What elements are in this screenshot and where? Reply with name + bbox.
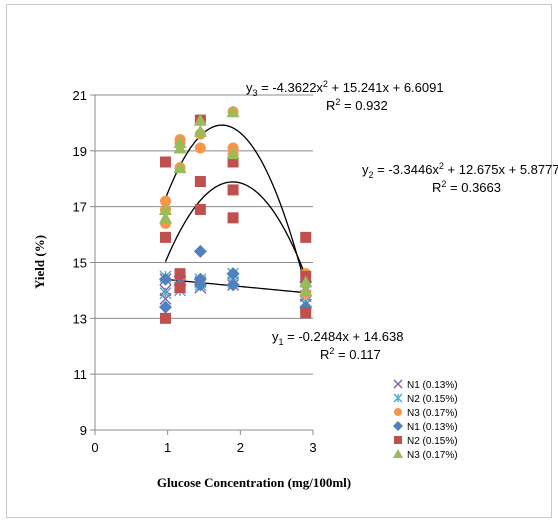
data-points bbox=[158, 105, 313, 324]
point-s3-1 bbox=[158, 300, 172, 314]
point-s3-0 bbox=[158, 272, 172, 286]
legend-marker-5 bbox=[393, 449, 403, 458]
point-s5-1 bbox=[158, 211, 172, 224]
x-tick-label-3: 3 bbox=[309, 440, 316, 455]
point-s4-2 bbox=[159, 312, 171, 324]
point-s5-0 bbox=[158, 202, 172, 215]
point-s4-1 bbox=[159, 231, 171, 243]
svg-text:y3 = -4.3622x2 + 15.241x + 6.6: y3 = -4.3622x2 + 15.241x + 6.6091 bbox=[246, 79, 444, 98]
point-s0-2 bbox=[159, 292, 172, 305]
point-s3-6 bbox=[193, 278, 207, 292]
chart-frame bbox=[6, 4, 552, 518]
legend-label-4: N2 (0.15%) bbox=[407, 436, 458, 447]
point-s3-7 bbox=[226, 267, 240, 281]
point-s4-11 bbox=[300, 231, 312, 243]
point-s5-4 bbox=[173, 161, 187, 174]
tick-labels: 9 11 13 15 17 19 21 0 1 2 3 bbox=[73, 88, 317, 455]
point-s4-8 bbox=[227, 156, 239, 168]
y-tick-label-4: 17 bbox=[73, 200, 87, 215]
point-s5-9 bbox=[299, 275, 313, 288]
legend-label-0: N1 (0.13%) bbox=[407, 380, 458, 391]
point-s4-10 bbox=[227, 212, 239, 224]
point-s4-3 bbox=[174, 268, 186, 280]
y-tick-label-0: 9 bbox=[80, 423, 87, 438]
equation-y3: y3 = -4.3622x2 + 15.241x + 6.6091 R2 = 0… bbox=[246, 79, 444, 113]
x-axis-title: Glucose Concentration (mg/100ml) bbox=[157, 475, 351, 490]
svg-text:y1 = -0.2484x + 14.638: y1 = -0.2484x + 14.638 bbox=[272, 329, 404, 347]
legend-label-3: N1 (0.13%) bbox=[407, 422, 458, 433]
point-s3-8 bbox=[226, 278, 240, 292]
equation-y2: y2 = -3.3446x2 + 12.675x + 5.8777 R2 = 0… bbox=[362, 161, 558, 195]
svg-text:R2 = 0.3663: R2 = 0.3663 bbox=[432, 179, 501, 195]
trendline-1 bbox=[164, 181, 307, 277]
y-axis-title: Yield (%) bbox=[32, 235, 47, 289]
axes bbox=[90, 94, 314, 435]
point-s5-10 bbox=[299, 283, 313, 296]
legend-marker-2 bbox=[394, 408, 402, 416]
y-tick-label-1: 11 bbox=[74, 367, 88, 382]
point-s5-8 bbox=[226, 147, 240, 160]
point-s4-9 bbox=[227, 184, 239, 196]
legend-label-5: N3 (0.17%) bbox=[407, 450, 458, 461]
y-tick-label-2: 13 bbox=[73, 311, 87, 326]
point-s2-0 bbox=[159, 195, 171, 207]
point-s4-0 bbox=[159, 156, 171, 168]
point-s3-4 bbox=[193, 244, 207, 258]
legend: N1 (0.13%) N2 (0.15%) N3 (0.17%) N1 (0.13%)… bbox=[393, 379, 458, 461]
y-tick-label-5: 19 bbox=[73, 144, 87, 159]
point-s4-13 bbox=[300, 307, 312, 319]
legend-label-1: N2 (0.15%) bbox=[407, 394, 458, 405]
point-s4-4 bbox=[174, 282, 186, 294]
svg-text:y2 = -3.3446x2 + 12.675x + 5.8: y2 = -3.3446x2 + 12.675x + 5.8777 bbox=[362, 161, 558, 180]
legend-marker-3 bbox=[393, 421, 403, 431]
svg-text:R2 = 0.932: R2 = 0.932 bbox=[326, 97, 388, 113]
point-s5-7 bbox=[226, 105, 240, 118]
svg-text:R2 = 0.117: R2 = 0.117 bbox=[320, 346, 381, 362]
trendline-0 bbox=[164, 124, 307, 288]
point-s4-7 bbox=[194, 203, 206, 215]
point-s5-5 bbox=[193, 113, 207, 126]
x-tick-label-2: 2 bbox=[237, 440, 244, 455]
legend-marker-1 bbox=[393, 393, 403, 403]
x-tick-label-1: 1 bbox=[164, 440, 171, 455]
point-s5-6 bbox=[193, 124, 207, 137]
legend-label-2: N3 (0.17%) bbox=[407, 408, 458, 419]
equation-y1: y1 = -0.2484x + 14.638 R2 = 0.117 bbox=[272, 329, 404, 362]
y-tick-label-6: 21 bbox=[73, 88, 87, 103]
x-tick-label-0: 0 bbox=[91, 440, 98, 455]
legend-marker-4 bbox=[394, 436, 402, 444]
point-s4-6 bbox=[194, 176, 206, 188]
y-tick-label-3: 15 bbox=[73, 256, 87, 271]
legend-marker-0 bbox=[393, 379, 403, 389]
point-s5-3 bbox=[173, 141, 187, 154]
point-s1-1 bbox=[159, 287, 172, 300]
point-s2-8 bbox=[194, 142, 206, 154]
